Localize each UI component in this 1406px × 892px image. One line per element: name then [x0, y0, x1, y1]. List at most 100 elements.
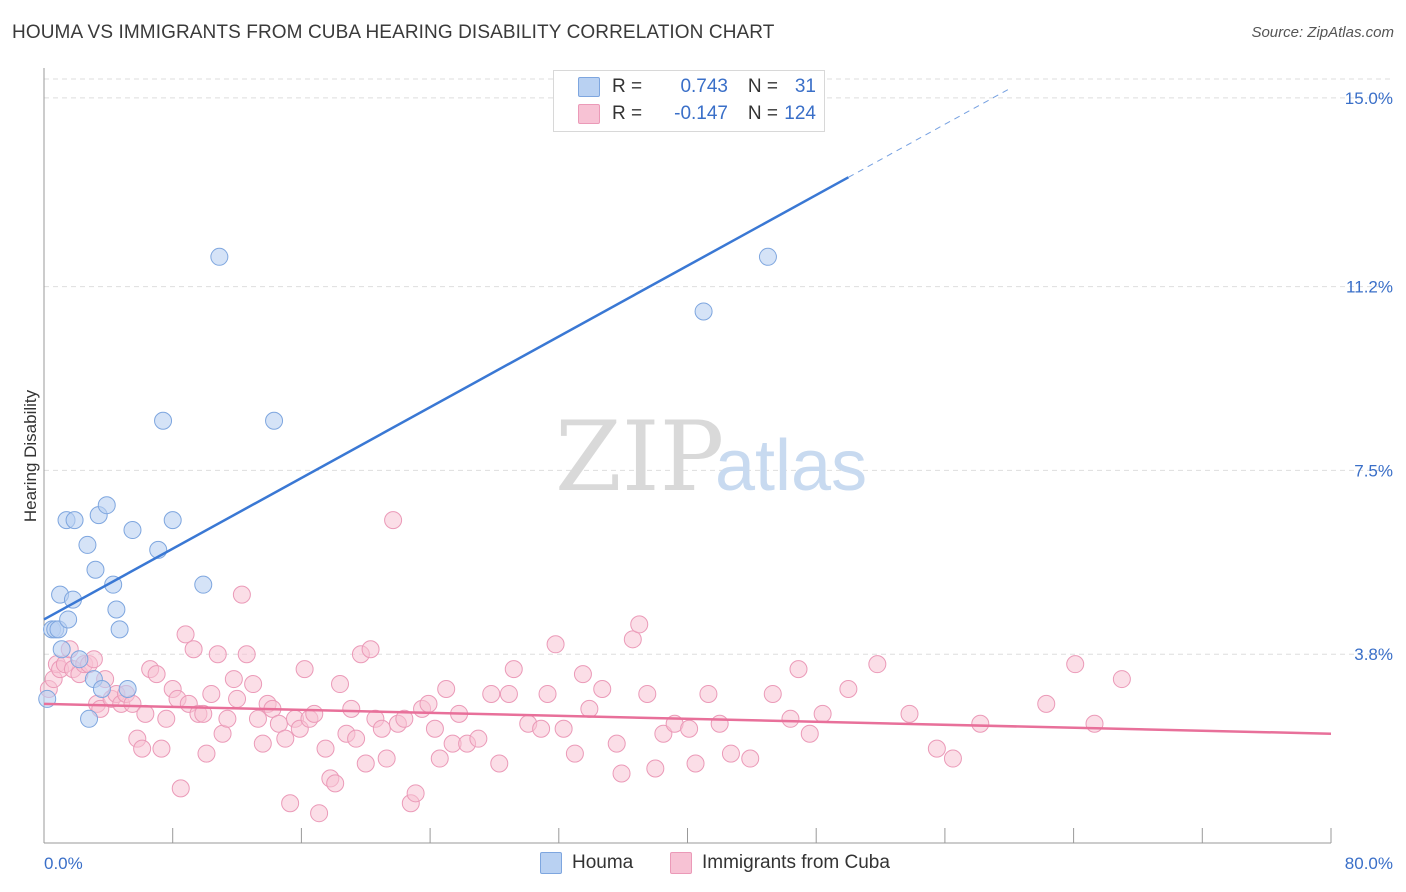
cuba-point: [372, 719, 391, 738]
cuba-point: [469, 729, 488, 748]
x-tick-label-left: 0.0%: [44, 854, 83, 873]
cuba-point: [580, 699, 599, 718]
watermark-zip: ZIP: [555, 401, 724, 513]
cuba-point: [430, 749, 449, 768]
cuba-point: [680, 719, 699, 738]
y-tick-label: 15.0%: [1345, 89, 1393, 108]
cuba-point: [133, 739, 152, 758]
cuba-swatch: [578, 104, 600, 124]
cuba-point: [490, 754, 509, 773]
cuba-point: [482, 684, 501, 703]
watermark: ZIP atlas: [555, 401, 867, 513]
legend-n-label: N =: [747, 103, 778, 124]
cuba-point: [593, 680, 612, 698]
source-credit: Source: ZipAtlas.com: [1251, 24, 1394, 41]
cuba-point: [800, 724, 819, 743]
cuba-point: [499, 684, 518, 703]
watermark-atlas: atlas: [715, 426, 867, 506]
cuba-point: [213, 724, 232, 743]
cuba-point: [361, 640, 380, 659]
legend-r-label: R =: [612, 76, 643, 97]
cuba-point: [565, 744, 584, 763]
houma-point: [163, 511, 182, 530]
cuba-point: [943, 749, 962, 768]
cuba-point: [194, 704, 213, 723]
axes: [43, 68, 1332, 844]
legend-row-cuba: R = -0.147 N = 124: [554, 100, 816, 128]
houma-legend-label: Houma: [572, 852, 634, 873]
cuba-point: [253, 734, 272, 753]
cuba-point: [927, 739, 946, 758]
cuba-point: [607, 734, 626, 753]
y-tick-label: 3.8%: [1354, 645, 1393, 664]
houma-point: [92, 680, 111, 698]
houma-point: [86, 560, 105, 579]
houma-point: [110, 620, 129, 639]
houma-points: [38, 247, 777, 728]
cuba-trend-line: [43, 702, 1332, 735]
cuba-point: [232, 585, 251, 604]
cuba-point: [710, 714, 729, 733]
houma-trend-line: [43, 176, 849, 621]
cuba-point: [546, 635, 565, 654]
legend-r-value: 0.743: [680, 76, 728, 97]
cuba-point: [147, 665, 166, 684]
cuba-point: [839, 680, 858, 698]
chart-title: HOUMA VS IMMIGRANTS FROM CUBA HEARING DI…: [12, 22, 775, 43]
y-tick-label: 11.2%: [1346, 278, 1393, 297]
cuba-point: [295, 660, 314, 679]
cuba-point: [152, 739, 171, 758]
cuba-point: [813, 704, 832, 723]
cuba-points: [39, 511, 1131, 823]
cuba-point: [406, 784, 425, 803]
cuba-point: [623, 630, 642, 649]
cuba-point: [197, 744, 216, 763]
houma-point: [210, 247, 229, 266]
cuba-point: [425, 719, 444, 738]
cuba-point: [395, 709, 414, 728]
y-tick-label: 7.5%: [1354, 461, 1393, 480]
cuba-point: [305, 704, 324, 723]
cuba-point: [269, 714, 288, 733]
cuba-point: [741, 749, 760, 768]
cuba-point: [638, 684, 657, 703]
houma-point: [694, 302, 713, 321]
cuba-point: [377, 749, 396, 768]
houma-point: [758, 247, 777, 266]
cuba-point: [157, 709, 176, 728]
cuba-point: [437, 680, 456, 698]
x-tick-label-right: 80.0%: [1345, 854, 1393, 873]
bottom-legend-cuba: Immigrants from Cuba: [670, 852, 890, 874]
houma-legend-swatch: [540, 852, 562, 874]
houma-point: [65, 511, 84, 530]
cuba-point: [532, 719, 551, 738]
legend-r-label: R =: [612, 103, 643, 124]
cuba-point: [136, 704, 155, 723]
bottom-legend-houma: Houma: [540, 852, 633, 874]
cuba-point: [419, 694, 438, 713]
cuba-point: [686, 754, 705, 773]
cuba-point: [612, 764, 631, 783]
houma-point: [52, 640, 71, 659]
cuba-point: [326, 774, 345, 793]
cuba-point: [228, 689, 247, 708]
houma-point: [59, 610, 78, 629]
legend-n-label: N =: [747, 76, 778, 97]
houma-point: [78, 535, 97, 554]
cuba-legend-label: Immigrants from Cuba: [702, 852, 890, 873]
houma-point: [118, 680, 137, 698]
cuba-point: [654, 724, 673, 743]
cuba-point: [789, 660, 808, 679]
cuba-point: [342, 699, 361, 718]
cuba-point: [356, 754, 375, 773]
cuba-point: [176, 625, 195, 644]
houma-swatch: [578, 77, 600, 97]
houma-point: [97, 496, 116, 515]
cuba-point: [202, 684, 221, 703]
cuba-point: [384, 511, 403, 530]
cuba-legend-swatch: [670, 852, 692, 874]
cuba-point: [554, 719, 573, 738]
cuba-point: [646, 759, 665, 778]
houma-point: [154, 411, 173, 430]
